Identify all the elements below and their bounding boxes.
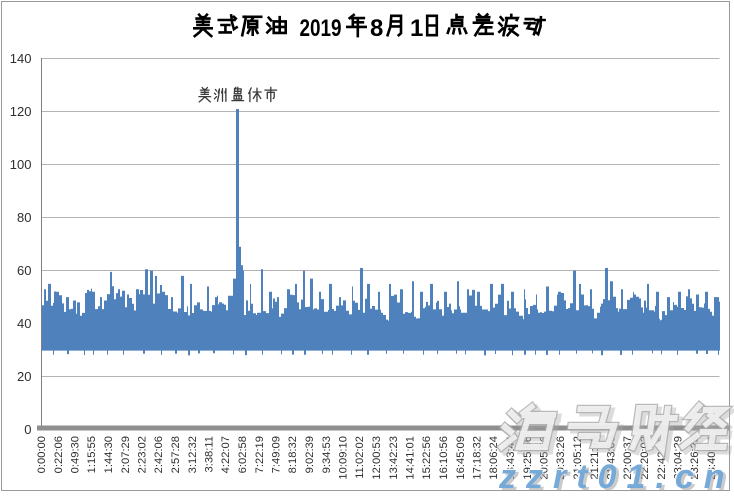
svg-text:15:22:56: 15:22:56 — [421, 436, 433, 480]
svg-text:1:44:30: 1:44:30 — [103, 436, 115, 473]
svg-text:0:00:00: 0:00:00 — [36, 436, 48, 473]
svg-text:3:38:11: 3:38:11 — [204, 436, 216, 473]
svg-text:7:49:09: 7:49:09 — [271, 436, 283, 473]
svg-text:3:12:32: 3:12:32 — [187, 436, 199, 473]
svg-text:80: 80 — [17, 210, 31, 225]
svg-text:20:33:26: 20:33:26 — [555, 436, 567, 480]
svg-text:2:07:29: 2:07:29 — [120, 436, 132, 473]
svg-text:9:02:39: 9:02:39 — [304, 436, 316, 473]
svg-text:9:34:53: 9:34:53 — [321, 436, 333, 473]
svg-text:16:45:09: 16:45:09 — [455, 436, 467, 480]
svg-text:1:15:55: 1:15:55 — [86, 436, 98, 473]
svg-text:0:22:06: 0:22:06 — [53, 436, 65, 473]
svg-text:0:49:30: 0:49:30 — [70, 436, 82, 473]
svg-text:8: 8 — [370, 15, 383, 42]
svg-text:60: 60 — [17, 263, 31, 278]
svg-text:1: 1 — [410, 15, 423, 42]
svg-text:10:09:10: 10:09:10 — [338, 436, 350, 480]
svg-text:2:57:28: 2:57:28 — [170, 436, 182, 473]
svg-text:16:10:56: 16:10:56 — [438, 436, 450, 480]
svg-text:100: 100 — [10, 157, 32, 172]
svg-text:140: 140 — [10, 51, 32, 66]
svg-text:40: 40 — [17, 316, 31, 331]
svg-text:13:42:23: 13:42:23 — [388, 436, 400, 480]
svg-text:14:41:01: 14:41:01 — [405, 436, 417, 480]
svg-text:6:02:58: 6:02:58 — [237, 436, 249, 473]
svg-text:11:02:02: 11:02:02 — [354, 436, 366, 479]
svg-text:120: 120 — [10, 104, 32, 119]
svg-text:12:00:53: 12:00:53 — [371, 436, 383, 480]
svg-text:2019: 2019 — [300, 15, 342, 42]
svg-text:4:22:07: 4:22:07 — [220, 436, 232, 473]
svg-text:21:05:12: 21:05:12 — [572, 436, 584, 480]
svg-text:2:42:06: 2:42:06 — [153, 436, 165, 473]
svg-text:20: 20 — [17, 369, 31, 384]
svg-text:2:23:02: 2:23:02 — [137, 436, 149, 473]
svg-text:0: 0 — [24, 422, 31, 437]
svg-text:7:22:19: 7:22:19 — [254, 436, 266, 473]
svg-text:17:18:32: 17:18:32 — [472, 436, 484, 480]
svg-text:8:18:32: 8:18:32 — [287, 436, 299, 473]
